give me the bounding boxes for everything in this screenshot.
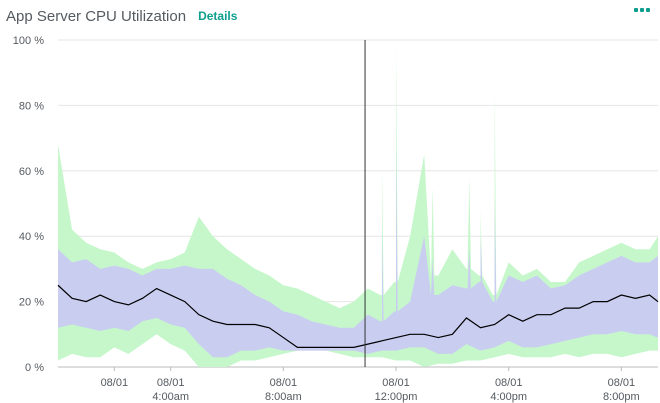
x-tick-date-label: 08/01 [101, 377, 129, 389]
more-horizontal-icon[interactable] [634, 8, 650, 12]
x-tick-time-label: 12:00pm [375, 391, 418, 403]
details-link[interactable]: Details [198, 9, 238, 23]
x-tick-date-label: 08/01 [157, 377, 185, 389]
x-tick-date-label: 08/01 [270, 377, 298, 389]
y-tick-label: 60 % [19, 166, 44, 178]
x-tick-time-label: 8:00am [265, 391, 302, 403]
x-tick-time-label: 4:00pm [490, 391, 527, 403]
chart-title: App Server CPU Utilization [6, 7, 187, 25]
band-layer [58, 43, 658, 368]
inner-range-band [58, 144, 658, 358]
x-tick-date-label: 08/01 [608, 377, 636, 389]
line-layer [57, 40, 659, 367]
x-tick-time-label: 8:00pm [603, 391, 640, 403]
y-tick-label: 0 % [25, 362, 44, 374]
x-tick-date-label: 08/01 [495, 377, 523, 389]
chart-header: App Server CPU Utilization Details [6, 4, 237, 28]
median-series-line [57, 284, 659, 348]
axis-layer: 0 % 20 % 40 % 60 % 80 % 100 % 08/01 08/01 4:00am… [13, 35, 640, 403]
y-tick-label: 20 % [19, 297, 44, 309]
y-tick-label: 100 % [13, 35, 44, 47]
y-tick-label: 80 % [19, 100, 44, 112]
x-tick-date-label: 08/01 [382, 377, 410, 389]
y-tick-label: 40 % [19, 231, 44, 243]
x-tick-time-label: 4:00am [152, 391, 189, 403]
